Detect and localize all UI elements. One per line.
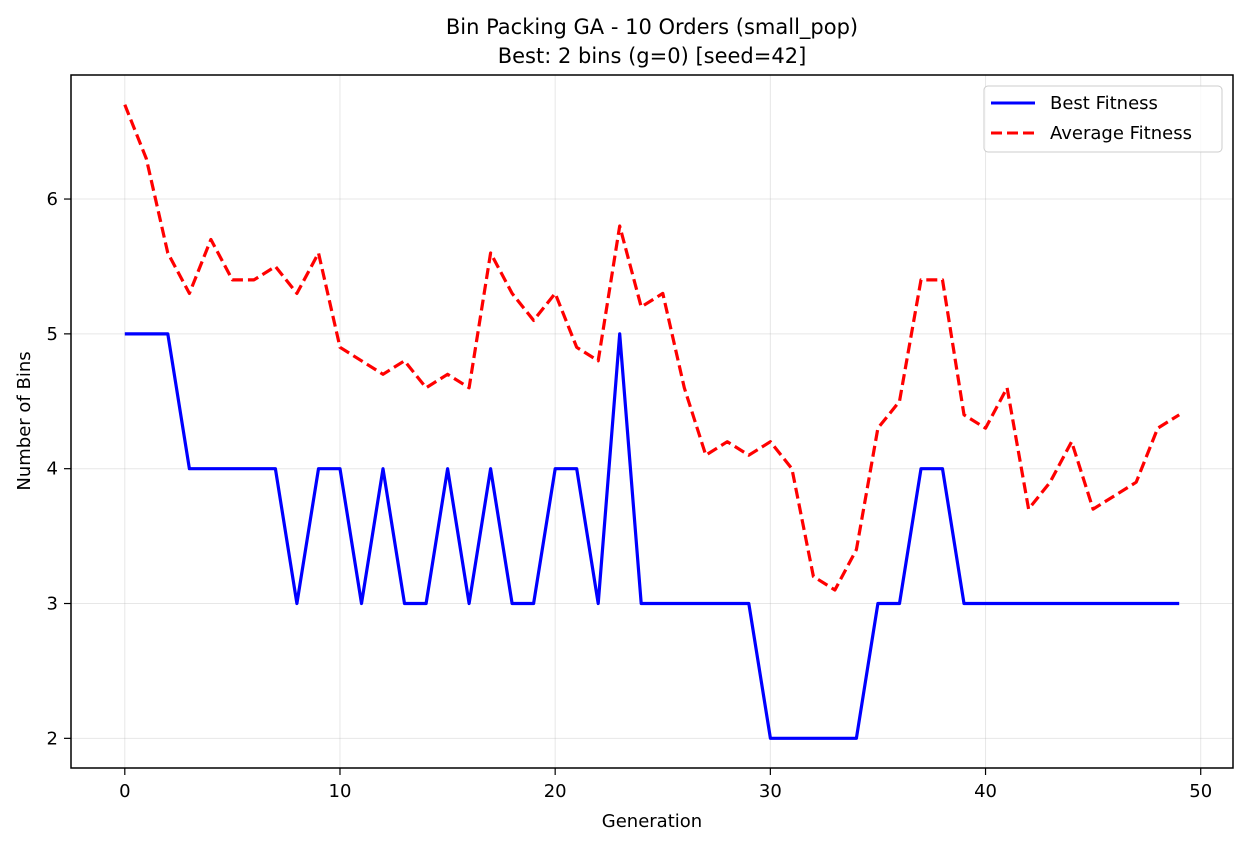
legend-box [983,85,1223,153]
series-layer [123,104,1181,740]
x-tick-label: 0 [119,781,130,802]
y-tick-label: 2 [47,728,58,749]
x-tick-label: 30 [759,781,782,802]
y-tick-label: 5 [47,324,58,345]
chart-title: Bin Packing GA - 10 Orders (small_pop) [446,15,858,40]
x-tick-label: 10 [329,781,352,802]
x-tick-label: 50 [1189,781,1212,802]
x-axis-label: Generation [602,811,702,832]
legend: Best Fitness Average Fitness [983,85,1223,153]
legend-label-best-fitness: Best Fitness [1050,93,1158,114]
series-line-best-fitness [124,332,1180,740]
y-tick-label: 4 [47,459,58,480]
x-tick-label: 40 [974,781,997,802]
series-line-average-fitness [123,104,1181,592]
axis-ticks: 0 10 20 30 40 50 2 3 4 5 6 [47,189,1213,802]
y-tick-label: 3 [47,594,58,615]
y-axis-label: Number of Bins [14,351,35,490]
chart-subtitle: Best: 2 bins (g=0) [seed=42] [498,44,807,68]
plot-frame [70,74,1234,769]
y-tick-label: 6 [47,189,58,210]
legend-label-average-fitness: Average Fitness [1050,123,1192,144]
x-tick-label: 20 [544,781,567,802]
